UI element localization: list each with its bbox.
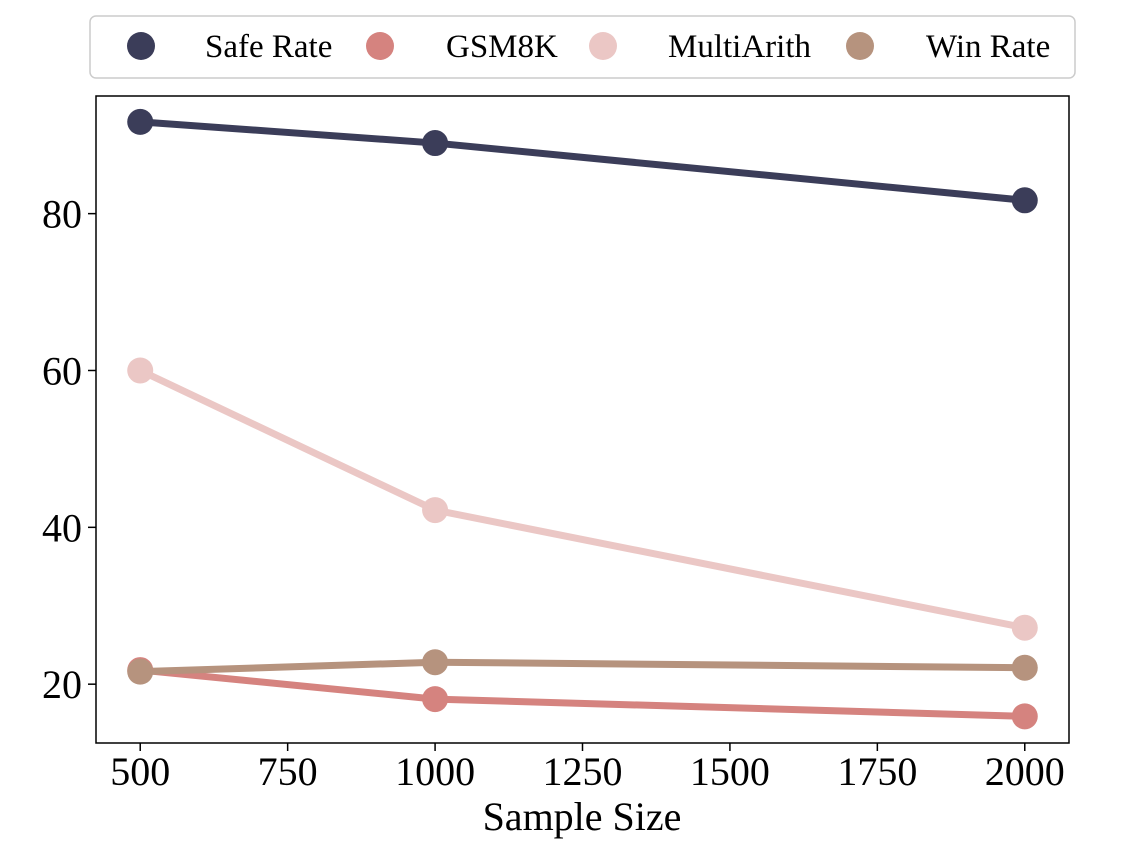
legend-label-gsm8k: GSM8K bbox=[446, 29, 558, 65]
y-tick-label: 20 bbox=[42, 662, 82, 707]
x-tick-label: 2000 bbox=[985, 749, 1065, 794]
legend-label-multiarith: MultiArith bbox=[668, 29, 812, 65]
series-line-safe-rate bbox=[136, 118, 1029, 204]
data-point-gsm8k bbox=[1011, 703, 1038, 730]
data-point-multiarith bbox=[1011, 614, 1038, 641]
data-point-safe-rate bbox=[422, 130, 449, 157]
data-point-gsm8k bbox=[422, 686, 449, 713]
data-point-win-rate bbox=[422, 649, 449, 676]
x-tick-label: 500 bbox=[110, 749, 170, 794]
data-point-multiarith bbox=[127, 357, 154, 384]
x-tick-label: 1500 bbox=[690, 749, 770, 794]
legend-label-safe-rate: Safe Rate bbox=[205, 29, 332, 65]
legend-marker-multiarith bbox=[589, 32, 617, 60]
x-tick-label: 1000 bbox=[395, 749, 475, 794]
data-point-safe-rate bbox=[127, 108, 154, 135]
legend-marker-win-rate bbox=[846, 32, 874, 60]
y-tick-label: 60 bbox=[42, 348, 82, 393]
series-line-win-rate bbox=[136, 658, 1029, 676]
legend-label-win-rate: Win Rate bbox=[926, 29, 1050, 65]
data-point-safe-rate bbox=[1011, 187, 1038, 214]
legend-marker-gsm8k bbox=[366, 32, 394, 60]
data-point-multiarith bbox=[422, 497, 449, 524]
legend-marker-safe-rate bbox=[127, 32, 155, 60]
x-tick-label: 750 bbox=[258, 749, 318, 794]
legend-box bbox=[89, 15, 1076, 79]
data-point-win-rate bbox=[1011, 654, 1038, 681]
x-axis: 500 750 1000 1250 1500 1750 2000 bbox=[110, 743, 1065, 794]
y-axis: 20 40 60 80 bbox=[42, 192, 96, 707]
x-axis-title: Sample Size bbox=[483, 794, 682, 839]
x-tick-label: 1750 bbox=[837, 749, 917, 794]
series-line-gsm8k bbox=[136, 666, 1029, 720]
plot-area bbox=[95, 95, 1070, 744]
series-line-multiarith bbox=[136, 366, 1029, 632]
legend: Safe Rate GSM8K MultiArith Win Rate bbox=[89, 15, 1076, 79]
y-tick-label: 40 bbox=[42, 505, 82, 550]
x-tick-label: 1250 bbox=[543, 749, 623, 794]
y-tick-label: 80 bbox=[42, 192, 82, 237]
data-point-win-rate bbox=[127, 658, 154, 685]
